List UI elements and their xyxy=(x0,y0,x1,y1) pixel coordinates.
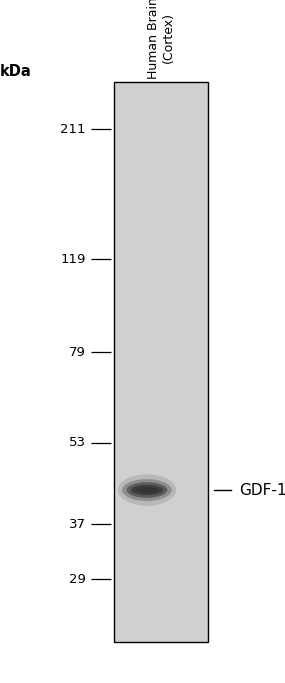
Text: 29: 29 xyxy=(69,573,86,586)
Bar xyxy=(114,82,208,642)
Text: kDa: kDa xyxy=(0,64,32,79)
Text: 119: 119 xyxy=(60,253,86,266)
Text: 211: 211 xyxy=(60,123,86,136)
Text: 37: 37 xyxy=(68,518,85,531)
Ellipse shape xyxy=(131,485,163,495)
Ellipse shape xyxy=(136,487,158,493)
Ellipse shape xyxy=(122,479,172,501)
Text: GDF-1: GDF-1 xyxy=(239,483,285,497)
Text: Human Brain
(Cortex): Human Brain (Cortex) xyxy=(147,0,175,79)
Text: 53: 53 xyxy=(68,436,85,449)
Ellipse shape xyxy=(118,475,176,505)
Text: 79: 79 xyxy=(69,346,86,359)
Ellipse shape xyxy=(127,482,167,498)
